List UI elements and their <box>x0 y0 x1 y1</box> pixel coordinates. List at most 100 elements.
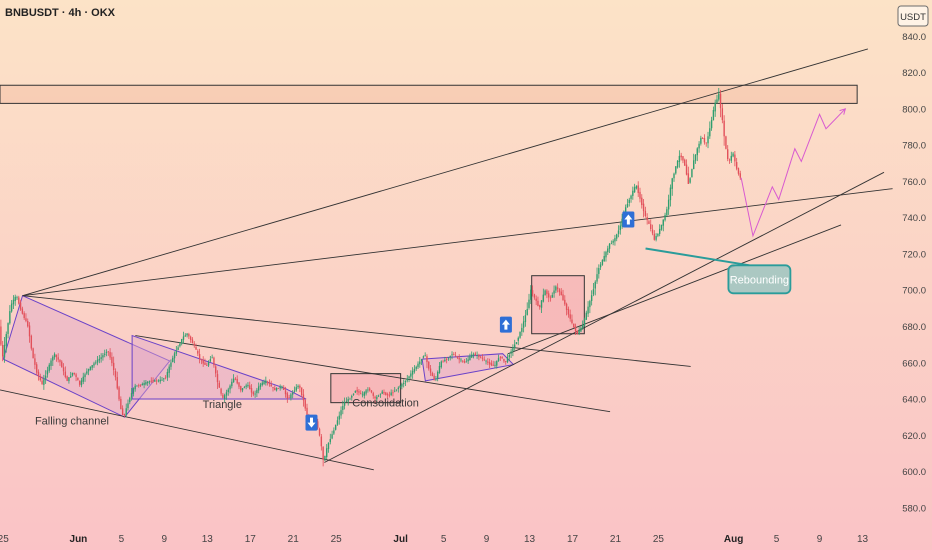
candle-body <box>360 393 362 395</box>
candle-209 <box>372 391 374 399</box>
trendline-2[interactable] <box>22 188 893 297</box>
trendline-1[interactable] <box>22 48 869 297</box>
candle-215 <box>383 389 385 396</box>
candle-401 <box>716 94 718 104</box>
trendline-6[interactable] <box>324 171 885 463</box>
candle-322 <box>574 323 577 336</box>
candle-body <box>424 355 426 357</box>
x-tick-label: 17 <box>245 534 257 545</box>
candle-227 <box>404 380 407 387</box>
candle-144 <box>256 387 258 398</box>
trendline-4[interactable] <box>135 335 611 413</box>
candle-body <box>241 388 244 391</box>
candle-52 <box>91 364 93 371</box>
candle-24 <box>41 376 43 385</box>
candle-126 <box>223 393 226 403</box>
candle-191 <box>340 406 342 419</box>
candle-body <box>402 382 405 385</box>
candle-129 <box>229 384 231 394</box>
x-tick-label: 13 <box>524 534 536 545</box>
candle-body <box>547 293 550 298</box>
candle-body <box>467 359 469 362</box>
resistance-zone-layer <box>0 84 858 104</box>
candle-82 <box>145 380 147 386</box>
candle-body <box>35 364 38 373</box>
candle-body <box>737 168 740 174</box>
candle-body <box>614 238 616 242</box>
candle-373 <box>666 206 668 218</box>
candle-body <box>12 299 15 305</box>
candle-282 <box>503 358 505 363</box>
signal-up-2[interactable] <box>499 316 512 333</box>
candle-body <box>420 359 423 361</box>
candle-body <box>506 357 509 363</box>
candle-body <box>483 359 485 361</box>
candle-body <box>598 268 600 274</box>
candle-336 <box>599 262 602 270</box>
candle-body <box>368 388 371 391</box>
candle-body <box>522 321 525 328</box>
candle-100 <box>177 345 179 351</box>
candles-layer <box>0 87 741 467</box>
candle-77 <box>136 385 138 387</box>
candle-body <box>73 372 75 374</box>
candle-body <box>490 363 493 366</box>
candle-387 <box>691 168 693 178</box>
signal-up-3[interactable] <box>622 211 635 228</box>
candle-392 <box>700 135 702 146</box>
candle-38 <box>66 375 68 382</box>
candle-body <box>641 197 643 206</box>
candle-96 <box>170 359 172 370</box>
currency-badge[interactable]: USDT <box>897 5 929 27</box>
y-tick-label: 680.0 <box>902 322 926 333</box>
y-axis[interactable]: 580.0 600.0 620.0 640.0 660.0 680.0 700.0 720.0… <box>902 32 926 515</box>
candle-200 <box>356 386 358 395</box>
candle-body <box>75 374 77 378</box>
trendline-3[interactable] <box>22 295 691 367</box>
candle-91 <box>161 376 163 381</box>
candle-342 <box>610 240 613 245</box>
candle-body <box>499 356 502 358</box>
candle-body <box>479 356 482 358</box>
candle-64 <box>112 356 115 376</box>
candle-241 <box>429 364 432 376</box>
trendline-7[interactable] <box>507 224 842 355</box>
signal-down-1[interactable] <box>305 414 318 431</box>
candle-213 <box>379 393 382 398</box>
candle-body <box>134 385 136 390</box>
candle-body <box>383 392 385 394</box>
candle-body <box>80 380 83 386</box>
candle-body <box>155 380 158 382</box>
candle-body <box>617 230 620 234</box>
candle-357 <box>637 181 639 197</box>
candle-body <box>660 224 663 230</box>
projection-layer <box>740 108 847 238</box>
candle-body <box>608 243 611 249</box>
candle-body <box>680 155 682 158</box>
candle-307 <box>547 290 550 303</box>
candle-body <box>247 384 249 387</box>
candle-body <box>154 380 156 382</box>
y-tick-label: 700.0 <box>902 286 926 297</box>
candle-body <box>302 394 305 401</box>
candle-body <box>521 327 523 332</box>
candle-193 <box>343 397 346 410</box>
candle-331 <box>590 290 593 306</box>
candle-329 <box>587 301 589 318</box>
candle-395 <box>705 142 707 147</box>
candle-124 <box>220 387 222 396</box>
candle-155 <box>275 387 278 392</box>
candle-body <box>295 387 297 391</box>
x-axis[interactable]: 25 Jun 5 9 13 17 21 25 Jul 5 9 13 17 21 25 Aug 5 9 13 <box>0 534 869 545</box>
arrow-up-icon <box>501 319 510 330</box>
candle-167 <box>297 384 299 389</box>
candle-51 <box>89 366 92 371</box>
trendline-5[interactable] <box>0 389 374 471</box>
candle-32 <box>55 354 58 362</box>
candle-271 <box>483 356 485 362</box>
candle-221 <box>394 386 396 393</box>
candle-228 <box>406 374 408 383</box>
candle-body <box>18 297 20 304</box>
candle-294 <box>524 310 527 327</box>
